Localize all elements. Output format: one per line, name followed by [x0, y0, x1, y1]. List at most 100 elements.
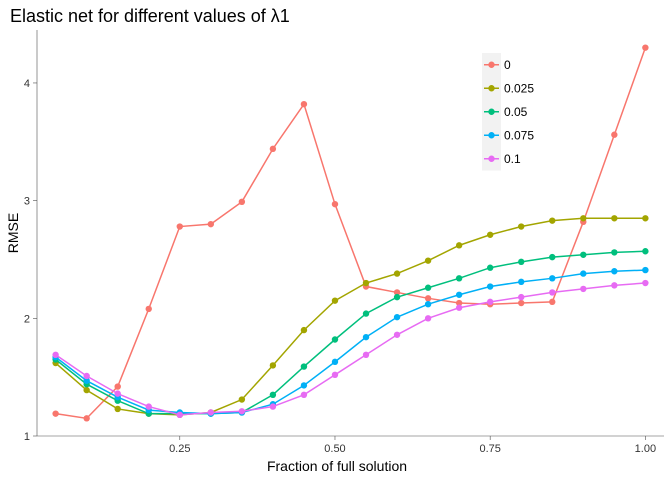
- legend-key-point: [488, 155, 495, 162]
- data-point: [393, 293, 401, 301]
- data-point: [176, 411, 183, 419]
- series-0: [52, 44, 649, 422]
- data-point: [611, 215, 618, 222]
- data-point: [486, 231, 494, 238]
- data-point: [362, 310, 370, 317]
- data-point: [611, 282, 618, 289]
- data-point: [642, 266, 649, 274]
- data-point: [611, 131, 618, 138]
- data-point: [362, 279, 370, 287]
- data-point: [424, 284, 432, 291]
- data-point: [642, 248, 649, 255]
- legend-key-point: [488, 132, 495, 139]
- legend-item: 0.1: [484, 152, 521, 166]
- data-point: [145, 305, 152, 313]
- data-point: [455, 304, 463, 311]
- legend: 0 0.025 0.05 0.075 0.1: [482, 53, 534, 171]
- data-point: [424, 257, 432, 264]
- y-axis-title: RMSE: [5, 213, 21, 253]
- data-point: [300, 363, 308, 370]
- data-point: [642, 215, 649, 222]
- x-tick-label: 0.75: [479, 443, 500, 455]
- series-line: [55, 269, 646, 415]
- y-tick-label: 3: [24, 196, 30, 208]
- legend-key-point: [488, 61, 495, 68]
- data-point: [331, 336, 339, 343]
- data-point: [455, 242, 463, 249]
- legend-item: 0: [484, 58, 511, 72]
- data-point: [269, 362, 277, 369]
- data-point: [114, 390, 121, 397]
- data-point: [300, 382, 308, 389]
- data-point: [455, 299, 463, 307]
- data-point: [300, 391, 308, 399]
- data-point: [393, 331, 401, 338]
- data-point: [549, 289, 556, 296]
- data-point: [424, 300, 432, 308]
- data-point: [580, 285, 587, 293]
- legend-key-point: [488, 108, 495, 115]
- data-point: [238, 408, 246, 415]
- data-point: [145, 403, 152, 410]
- data-point: [642, 44, 649, 51]
- x-tick-label: 0.25: [169, 443, 190, 455]
- data-point: [83, 377, 90, 384]
- chart-title: Elastic net for different values of λ1: [10, 6, 290, 26]
- legend-item: 0.075: [484, 128, 534, 142]
- legend-item: 0.05: [484, 105, 528, 119]
- x-tick-label: 0.50: [324, 443, 345, 455]
- data-point: [331, 297, 339, 304]
- axis-ticks: 0.25 0.50 0.75 1.00 1 2 3 4: [24, 78, 656, 455]
- data-point: [114, 383, 121, 390]
- series-layer: [52, 44, 649, 422]
- data-point: [424, 315, 432, 322]
- legend-label: 0.075: [504, 128, 534, 142]
- series-0.075: [52, 266, 649, 417]
- data-point: [486, 283, 494, 290]
- data-point: [52, 351, 59, 358]
- legend-label: 0.1: [504, 152, 521, 166]
- data-point: [518, 223, 525, 230]
- x-axis-title: Fraction of full solution: [267, 458, 407, 474]
- data-point: [83, 415, 90, 422]
- data-point: [518, 258, 525, 266]
- data-point: [362, 333, 370, 341]
- series-0.05: [52, 248, 649, 417]
- legend-key-point: [488, 85, 495, 92]
- data-point: [176, 223, 183, 230]
- data-point: [269, 391, 277, 399]
- data-point: [549, 275, 556, 282]
- data-point: [269, 403, 277, 410]
- data-point: [393, 270, 401, 277]
- data-point: [207, 220, 215, 228]
- data-point: [486, 264, 494, 271]
- data-point: [331, 200, 339, 208]
- data-point: [300, 100, 308, 108]
- legend-label: 0.05: [504, 105, 528, 119]
- data-point: [331, 358, 339, 366]
- legend-label: 0: [504, 58, 511, 72]
- data-point: [642, 279, 649, 287]
- legend-items: 0 0.025 0.05 0.075 0.1: [484, 58, 534, 166]
- data-point: [83, 386, 90, 394]
- data-point: [580, 270, 587, 277]
- data-point: [52, 410, 59, 417]
- data-point: [362, 351, 370, 358]
- data-point: [424, 295, 432, 302]
- data-point: [238, 396, 246, 403]
- series-0.1: [52, 279, 649, 419]
- series-line: [55, 47, 647, 420]
- data-point: [518, 293, 525, 301]
- x-tick-label: 1.00: [635, 443, 656, 455]
- data-point: [393, 313, 401, 321]
- legend-item: 0.025: [484, 81, 534, 95]
- data-point: [549, 217, 556, 224]
- data-point: [486, 298, 494, 306]
- data-point: [611, 249, 618, 256]
- data-point: [455, 291, 463, 298]
- data-point: [114, 405, 121, 413]
- data-point: [300, 326, 308, 334]
- y-tick-label: 2: [24, 313, 30, 325]
- y-tick-label: 4: [24, 78, 30, 90]
